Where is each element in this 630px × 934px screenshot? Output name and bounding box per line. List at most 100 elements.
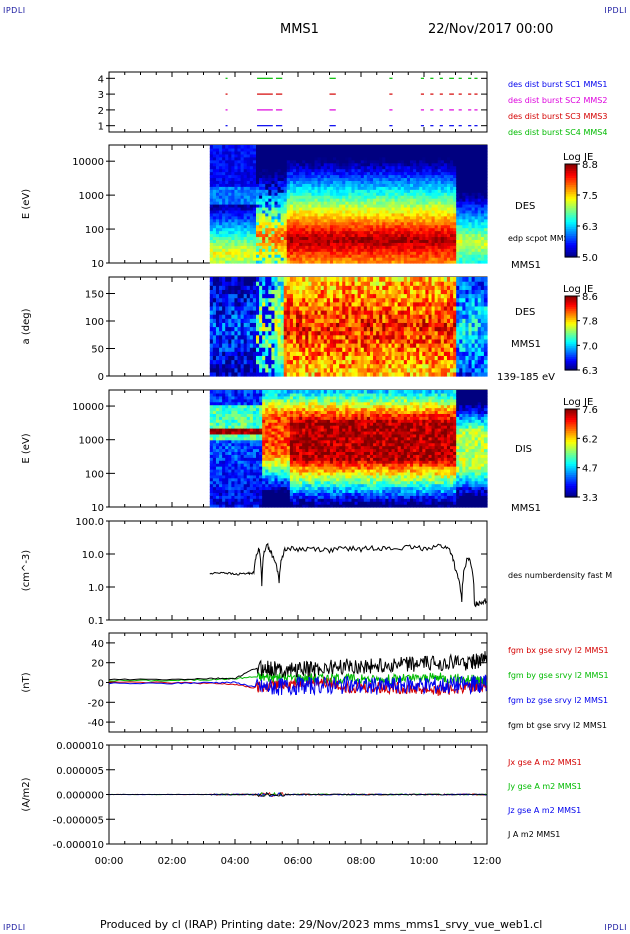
y-tick-label: -40 <box>88 718 104 729</box>
legend-burst-sc1: des dist burst SC1 MMS1 <box>508 80 607 89</box>
energy-range-label: 139-185 eV <box>497 372 555 383</box>
colorbar-tick-label: 7.8 <box>582 317 598 328</box>
colorbar-tick-label: 6.3 <box>582 366 598 377</box>
header-spacecraft: MMS1 <box>280 22 319 37</box>
y-tick-label: 1 <box>98 122 104 133</box>
y-tick-label: 10000 <box>72 157 104 168</box>
time-tick-label: 06:00 <box>284 856 313 867</box>
colorbar-title: Log JE <box>563 284 593 295</box>
legend-density: des numberdensity fast M <box>508 571 612 580</box>
y-tick-label: 150 <box>85 290 104 301</box>
species-label-des: DES <box>515 201 535 212</box>
footer-credits: Produced by cl (IRAP) Printing date: 29/… <box>100 918 543 931</box>
y-tick-label: 0.000005 <box>56 766 104 777</box>
colorbar-des-pitch-angle <box>565 296 577 371</box>
y-tick-label: 0.000010 <box>56 741 104 752</box>
y-tick-label: 4 <box>98 74 104 85</box>
corner-label-bottom-right: IPDLI <box>604 923 627 932</box>
legend-current-2: Jz gse A m2 MMS1 <box>507 806 581 815</box>
spacecraft-label: MMS1 <box>511 503 541 514</box>
colorbar-frame <box>564 295 578 371</box>
colorbar-frame <box>564 163 578 258</box>
y-tick-label: 100 <box>85 225 104 236</box>
colorbar-tick-label: 8.6 <box>582 292 598 303</box>
y-tick-label: 3 <box>98 90 104 101</box>
colorbar-tick-label: 7.0 <box>582 341 598 352</box>
y-tick-label: 100 <box>85 317 104 328</box>
legend-current-3: J A m2 MMS1 <box>507 830 560 839</box>
legend-bfield-1: fgm by gse srvy l2 MMS1 <box>508 671 609 680</box>
time-tick-label: 08:00 <box>347 856 376 867</box>
header-date: 22/Nov/2017 00:00 <box>428 22 554 37</box>
y-tick-label: 40 <box>91 639 104 650</box>
y-tick-label: -0.000005 <box>53 815 104 826</box>
y-axis-label: E (eV) <box>21 189 32 219</box>
colorbar-title: Log JE <box>563 152 593 163</box>
species-label-dis: DIS <box>515 444 532 455</box>
colorbar-des-energy <box>565 164 577 258</box>
spectrogram-des-energy <box>209 145 488 264</box>
colorbar-tick-label: 6.2 <box>582 434 598 445</box>
legend-burst-sc2: des dist burst SC2 MMS2 <box>508 96 607 105</box>
legend-burst-sc3: des dist burst SC3 MMS3 <box>508 112 607 121</box>
y-tick-label: 1000 <box>79 191 104 202</box>
corner-label-bottom-left: IPDLI <box>3 923 26 932</box>
time-tick-label: 02:00 <box>158 856 187 867</box>
y-axis-label: E (eV) <box>21 433 32 463</box>
y-tick-label: 0 <box>98 372 104 383</box>
colorbar-frame <box>564 408 578 498</box>
colorbar-tick-label: 4.7 <box>582 464 598 475</box>
colorbar-tick-label: 7.6 <box>582 405 598 416</box>
legend-bfield-2: fgm bz gse srvy l2 MMS1 <box>508 696 608 705</box>
y-tick-label: 10.0 <box>82 550 104 561</box>
time-tick-label: 10:00 <box>410 856 439 867</box>
y-tick-label: 10000 <box>72 402 104 413</box>
spacecraft-label: MMS1 <box>511 260 541 271</box>
overlay-label-scpot: edp scpot MMS1 <box>508 234 574 243</box>
y-axis-label: (cm^-3) <box>21 550 32 591</box>
bfield-series-2 <box>108 674 487 697</box>
legend-bfield-0: fgm bx gse srvy l2 MMS1 <box>508 646 609 655</box>
corner-label-top-left: IPDLI <box>3 6 26 15</box>
bfield-series-3 <box>108 651 488 681</box>
spacecraft-label: MMS1 <box>511 339 541 350</box>
y-tick-label: 10 <box>91 259 104 270</box>
y-tick-label: -0.000010 <box>53 840 104 851</box>
colorbar-title: Log JE <box>563 397 593 408</box>
panel-frame-1 <box>108 71 488 133</box>
time-tick-label: 12:00 <box>473 856 502 867</box>
y-tick-label: 0.1 <box>88 616 104 627</box>
current-series-3 <box>108 791 488 798</box>
legend-burst-sc4: des dist burst SC4 MMS4 <box>508 128 607 137</box>
colorbar-dis-energy <box>565 409 577 498</box>
y-tick-label: 0 <box>98 679 104 690</box>
spectrogram-des-pitch-angle <box>209 277 488 377</box>
y-tick-label: 100 <box>85 469 104 480</box>
colorbar-tick-label: 7.5 <box>582 191 598 202</box>
y-axis-label: a (deg) <box>21 308 32 344</box>
y-tick-label: 1.0 <box>88 583 104 594</box>
y-tick-label: 1000 <box>79 436 104 447</box>
y-axis-label: (nT) <box>21 672 32 692</box>
corner-label-top-right: IPDLI <box>604 6 627 15</box>
colorbar-tick-label: 6.3 <box>582 222 598 233</box>
colorbar-tick-label: 5.0 <box>582 253 598 264</box>
legend-current-0: Jx gse A m2 MMS1 <box>507 758 582 767</box>
y-tick-label: 50 <box>91 345 104 356</box>
spectrogram-dis-energy <box>209 390 488 508</box>
y-tick-label: 100.0 <box>75 517 104 528</box>
y-tick-label: 0.000000 <box>56 791 104 802</box>
colorbar-tick-label: 3.3 <box>582 493 598 504</box>
panel-frame-5 <box>108 520 488 621</box>
y-axis-label: (A/m2) <box>21 777 32 811</box>
legend-current-1: Jy gse A m2 MMS1 <box>507 782 582 791</box>
density-series-line <box>209 542 487 608</box>
y-tick-label: 2 <box>98 106 104 117</box>
y-tick-label: 10 <box>91 503 104 514</box>
legend-bfield-3: fgm bt gse srvy l2 MMS1 <box>508 721 607 730</box>
time-tick-label: 00:00 <box>95 856 124 867</box>
species-label-des-pa: DES <box>515 307 535 318</box>
time-tick-label: 04:00 <box>221 856 250 867</box>
y-tick-label: 20 <box>91 659 104 670</box>
